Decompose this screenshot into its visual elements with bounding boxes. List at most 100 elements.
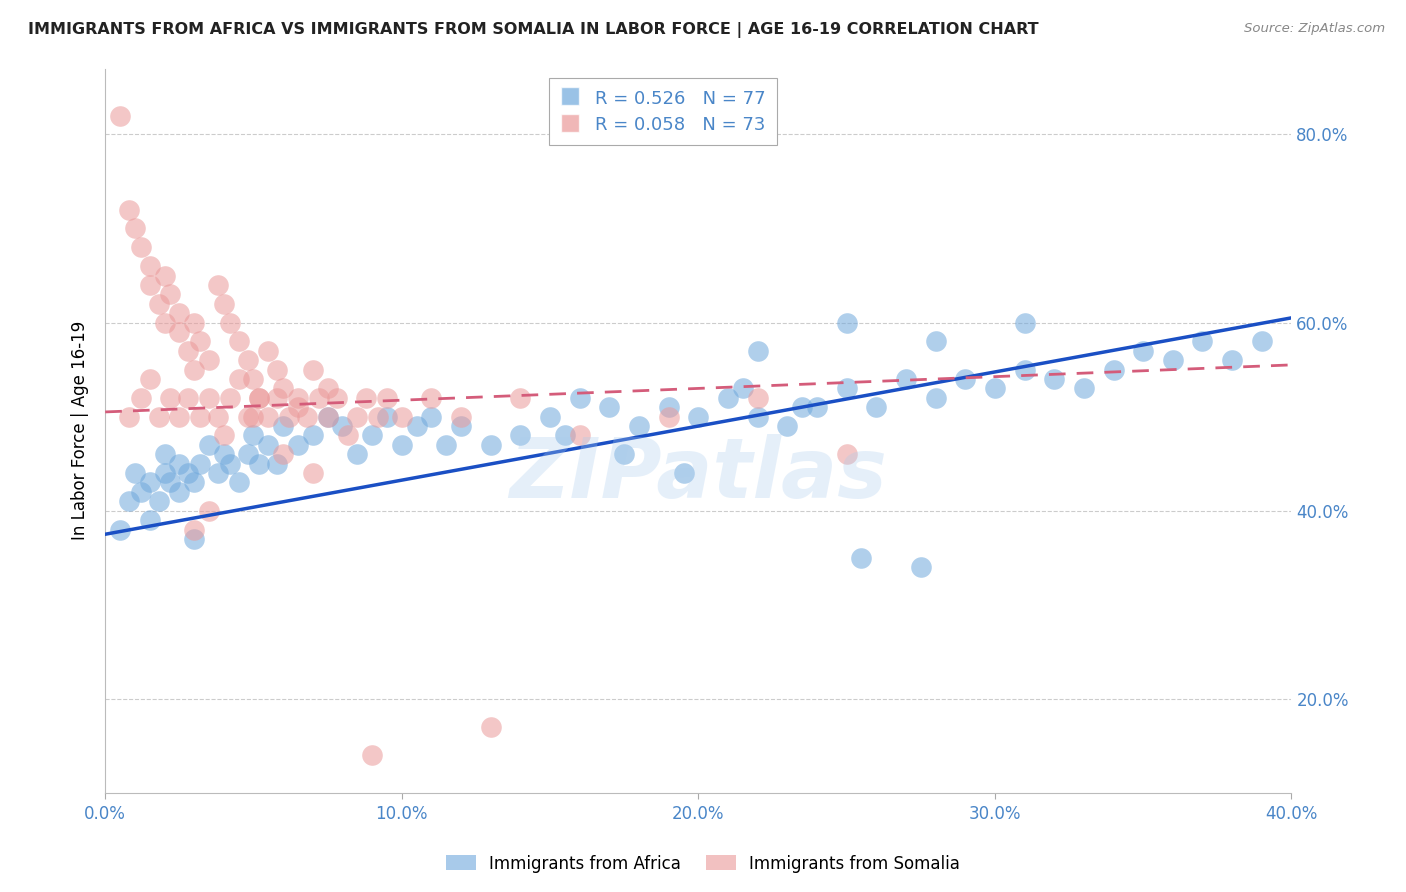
Point: [984, 381, 1007, 395]
Point: [672, 466, 695, 480]
Point: [688, 409, 710, 424]
Point: [148, 409, 170, 424]
Point: [776, 419, 799, 434]
Point: [159, 391, 181, 405]
Point: [278, 409, 301, 424]
Point: [169, 325, 191, 339]
Point: [198, 504, 221, 518]
Point: [169, 484, 191, 499]
Point: [420, 391, 443, 405]
Point: [198, 391, 221, 405]
Point: [198, 353, 221, 368]
Point: [568, 391, 591, 405]
Point: [212, 428, 235, 442]
Point: [367, 409, 389, 424]
Point: [354, 391, 377, 405]
Point: [153, 268, 176, 283]
Point: [118, 409, 141, 424]
Point: [1102, 362, 1125, 376]
Point: [138, 513, 160, 527]
Point: [153, 466, 176, 480]
Point: [747, 343, 769, 358]
Point: [1220, 353, 1243, 368]
Point: [108, 109, 131, 123]
Point: [375, 391, 398, 405]
Point: [138, 372, 160, 386]
Point: [910, 560, 932, 574]
Point: [129, 240, 152, 254]
Point: [188, 334, 211, 349]
Point: [391, 438, 413, 452]
Point: [242, 409, 264, 424]
Point: [138, 259, 160, 273]
Point: [391, 409, 413, 424]
Point: [236, 353, 259, 368]
Point: [124, 466, 146, 480]
Point: [129, 484, 152, 499]
Point: [266, 391, 288, 405]
Point: [301, 362, 323, 376]
Point: [129, 391, 152, 405]
Point: [228, 334, 250, 349]
Point: [554, 428, 576, 442]
Point: [212, 297, 235, 311]
Point: [138, 475, 160, 490]
Point: [218, 457, 240, 471]
Point: [271, 419, 294, 434]
Point: [509, 428, 531, 442]
Point: [148, 494, 170, 508]
Point: [271, 381, 294, 395]
Point: [207, 277, 229, 292]
Point: [835, 447, 858, 461]
Point: [207, 466, 229, 480]
Point: [228, 372, 250, 386]
Point: [236, 409, 259, 424]
Point: [316, 409, 339, 424]
Point: [212, 447, 235, 461]
Point: [257, 343, 280, 358]
Legend: R = 0.526   N = 77, R = 0.058   N = 73: R = 0.526 N = 77, R = 0.058 N = 73: [548, 78, 778, 145]
Point: [894, 372, 917, 386]
Point: [148, 297, 170, 311]
Point: [207, 409, 229, 424]
Point: [183, 523, 205, 537]
Text: IMMIGRANTS FROM AFRICA VS IMMIGRANTS FROM SOMALIA IN LABOR FORCE | AGE 16-19 COR: IMMIGRANTS FROM AFRICA VS IMMIGRANTS FRO…: [28, 22, 1039, 38]
Point: [924, 334, 946, 349]
Point: [1014, 316, 1036, 330]
Point: [434, 438, 457, 452]
Point: [188, 457, 211, 471]
Point: [835, 381, 858, 395]
Point: [361, 428, 384, 442]
Point: [1161, 353, 1184, 368]
Point: [627, 419, 650, 434]
Y-axis label: In Labor Force | Age 16-19: In Labor Force | Age 16-19: [72, 321, 89, 541]
Point: [138, 277, 160, 292]
Point: [420, 409, 443, 424]
Point: [1014, 362, 1036, 376]
Point: [153, 316, 176, 330]
Point: [405, 419, 427, 434]
Point: [308, 391, 330, 405]
Point: [747, 391, 769, 405]
Point: [851, 550, 873, 565]
Point: [271, 447, 294, 461]
Point: [118, 202, 141, 217]
Point: [159, 475, 181, 490]
Point: [249, 391, 271, 405]
Point: [287, 391, 309, 405]
Point: [236, 447, 259, 461]
Legend: Immigrants from Africa, Immigrants from Somalia: Immigrants from Africa, Immigrants from …: [439, 848, 967, 880]
Point: [169, 409, 191, 424]
Point: [287, 401, 309, 415]
Point: [325, 391, 347, 405]
Point: [183, 475, 205, 490]
Point: [1132, 343, 1154, 358]
Point: [301, 466, 323, 480]
Point: [177, 391, 200, 405]
Point: [1250, 334, 1272, 349]
Point: [218, 391, 240, 405]
Point: [361, 748, 384, 763]
Point: [509, 391, 531, 405]
Point: [287, 438, 309, 452]
Point: [731, 381, 754, 395]
